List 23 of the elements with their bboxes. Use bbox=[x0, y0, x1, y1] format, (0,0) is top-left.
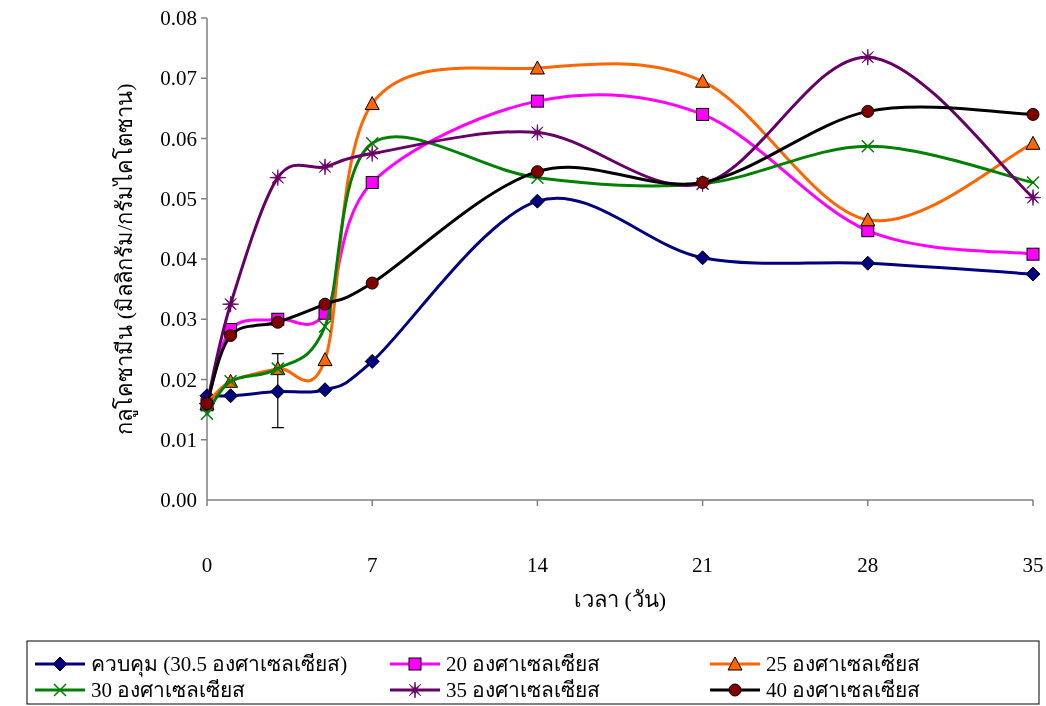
y-tick-label: 0.08 bbox=[160, 6, 197, 30]
legend-label: 30 องศาเซลเซียส bbox=[91, 678, 246, 702]
x-tick-label: 7 bbox=[366, 553, 378, 577]
legend-label: ควบคุม (30.5 องศาเซลเซียส) bbox=[91, 652, 348, 677]
x-tick-label: 0 bbox=[201, 553, 213, 577]
x-axis-title: เวลา (วัน) bbox=[573, 587, 667, 612]
x-tick-label: 14 bbox=[526, 553, 549, 577]
y-tick-label: 0.04 bbox=[160, 247, 198, 271]
y-tick-label: 0.03 bbox=[160, 307, 197, 332]
y-tick-label: 0.07 bbox=[160, 66, 197, 91]
y-tick-label: 0.06 bbox=[160, 126, 197, 151]
legend-label: 20 องศาเซลเซียส bbox=[446, 652, 601, 676]
x-tick-label: 35 bbox=[1022, 553, 1044, 577]
y-tick-label: 0.01 bbox=[160, 427, 197, 452]
legend-label: 40 องศาเซลเซียส bbox=[766, 678, 921, 702]
legend-label: 35 องศาเซลเซียส bbox=[446, 678, 601, 702]
y-tick-label: 0.00 bbox=[160, 488, 197, 512]
x-tick-label: 21 bbox=[692, 553, 714, 577]
legend-label: 25 องศาเซลเซียส bbox=[766, 652, 921, 676]
y-tick-label: 0.02 bbox=[160, 367, 197, 392]
y-tick-label: 0.05 bbox=[160, 186, 197, 211]
x-tick-label: 28 bbox=[857, 553, 879, 577]
y-axis-title: กลูโคซามีน (มิลลิกรัม/กรัมไคโตซาน) bbox=[112, 83, 138, 435]
